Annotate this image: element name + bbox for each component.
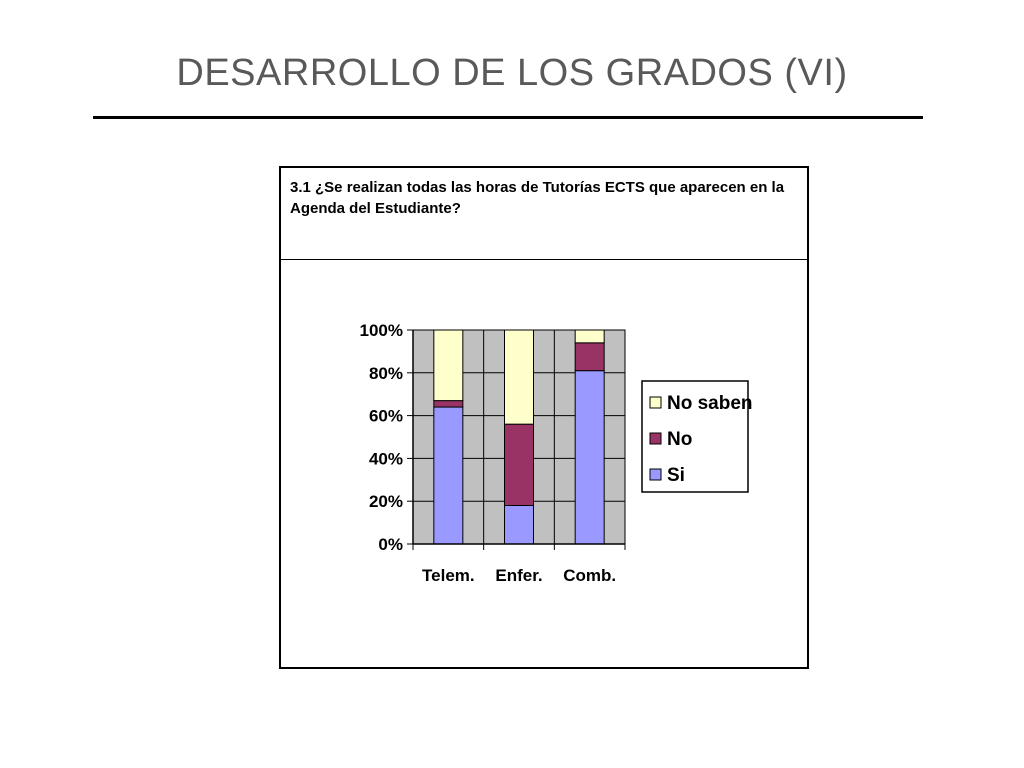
question-text: 3.1 ¿Se realizan todas las horas de Tuto…	[290, 179, 785, 217]
axes: 0% 20% 40% 60% 80% 100% Telem. Enfer. Comb.	[360, 321, 626, 585]
bar-segment-no-saben	[574, 329, 605, 344]
title-underline	[93, 116, 923, 119]
bar-segment-si	[433, 406, 464, 545]
y-tick-label: 40%	[369, 449, 403, 468]
x-tick-label: Enfer.	[495, 566, 542, 585]
slide-title: DESARROLLO DE LOS GRADOS (VI)	[176, 52, 848, 94]
y-tick-label: 100%	[360, 321, 403, 340]
bar-segment-no	[433, 400, 464, 408]
y-tick-label: 0%	[378, 535, 403, 554]
bars	[433, 329, 605, 545]
stacked-bar-chart: 0% 20% 40% 60% 80% 100% Telem. Enfer. Comb. No s…	[360, 321, 753, 585]
x-tick-label: Telem.	[422, 566, 475, 585]
y-tick-label: 20%	[369, 492, 403, 511]
x-tick-label: Comb.	[563, 566, 616, 585]
bar-segment-si	[504, 504, 534, 545]
bar-segment-no-saben	[504, 329, 534, 425]
question-panel: 3.1 ¿Se realizan todas las horas de Tuto…	[279, 166, 809, 669]
bar-segment-si	[574, 370, 605, 545]
bar-segment-no-saben	[433, 329, 464, 402]
bar-segment-no	[574, 342, 605, 372]
legend-label: No saben	[667, 393, 753, 414]
legend-swatch	[649, 396, 662, 409]
legend-label: Si	[667, 465, 685, 486]
question-divider	[281, 259, 807, 260]
legend: No saben No Si	[641, 380, 753, 493]
legend-swatch	[649, 468, 662, 481]
bar-segment-no	[504, 423, 534, 506]
y-tick-label: 80%	[369, 364, 403, 383]
legend-label: No	[667, 429, 692, 450]
y-tick-label: 60%	[369, 407, 403, 426]
legend-swatch	[649, 432, 662, 445]
